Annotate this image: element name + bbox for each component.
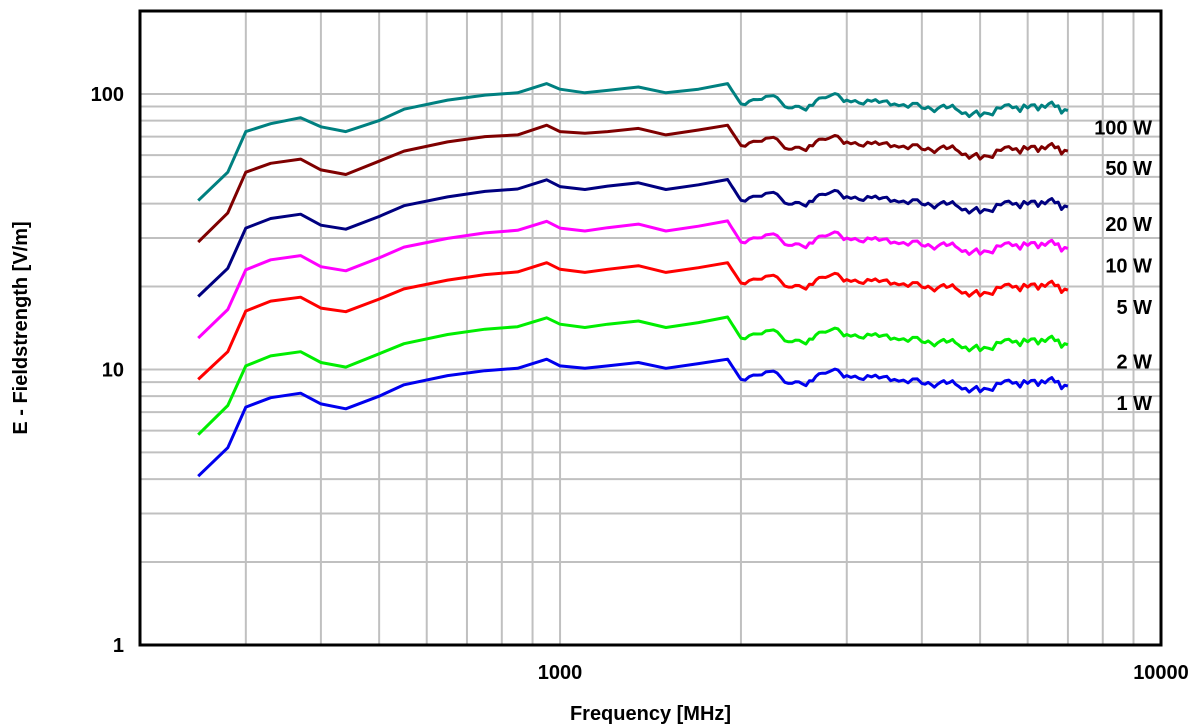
series-label: 20 W xyxy=(1105,214,1152,236)
series-line-1w xyxy=(197,357,1069,478)
series-label: 2 W xyxy=(1116,352,1152,374)
x-tick-label: 1000 xyxy=(538,662,583,684)
series-line-5w xyxy=(197,261,1069,381)
series-line-2w xyxy=(197,315,1069,436)
series-label: 5 W xyxy=(1116,297,1152,319)
y-tick-label: 100 xyxy=(91,84,124,106)
y-tick-label: 10 xyxy=(102,359,124,381)
series-line-50w xyxy=(197,123,1069,244)
y-axis-label: E - Fieldstrength [V/m] xyxy=(10,221,32,434)
x-axis-label: Frequency [MHz] xyxy=(570,703,731,725)
series-line-10w xyxy=(197,219,1069,340)
y-tick-label: 1 xyxy=(113,635,124,657)
tick-labels: 1000 10000 1 10 100 xyxy=(91,84,1189,684)
series-label: 100 W xyxy=(1094,118,1152,140)
series-label: 10 W xyxy=(1105,255,1152,277)
x-tick-label: 10000 xyxy=(1133,662,1189,684)
series-label: 50 W xyxy=(1105,158,1152,180)
series-line-100w xyxy=(197,82,1069,202)
series-label: 1 W xyxy=(1116,393,1152,415)
series-line-20w xyxy=(197,178,1069,298)
series-labels: 100 W 50 W 20 W 10 W 5 W 2 W 1 W xyxy=(1094,118,1152,416)
plot-frame xyxy=(138,9,1163,647)
series-lines xyxy=(197,82,1069,478)
